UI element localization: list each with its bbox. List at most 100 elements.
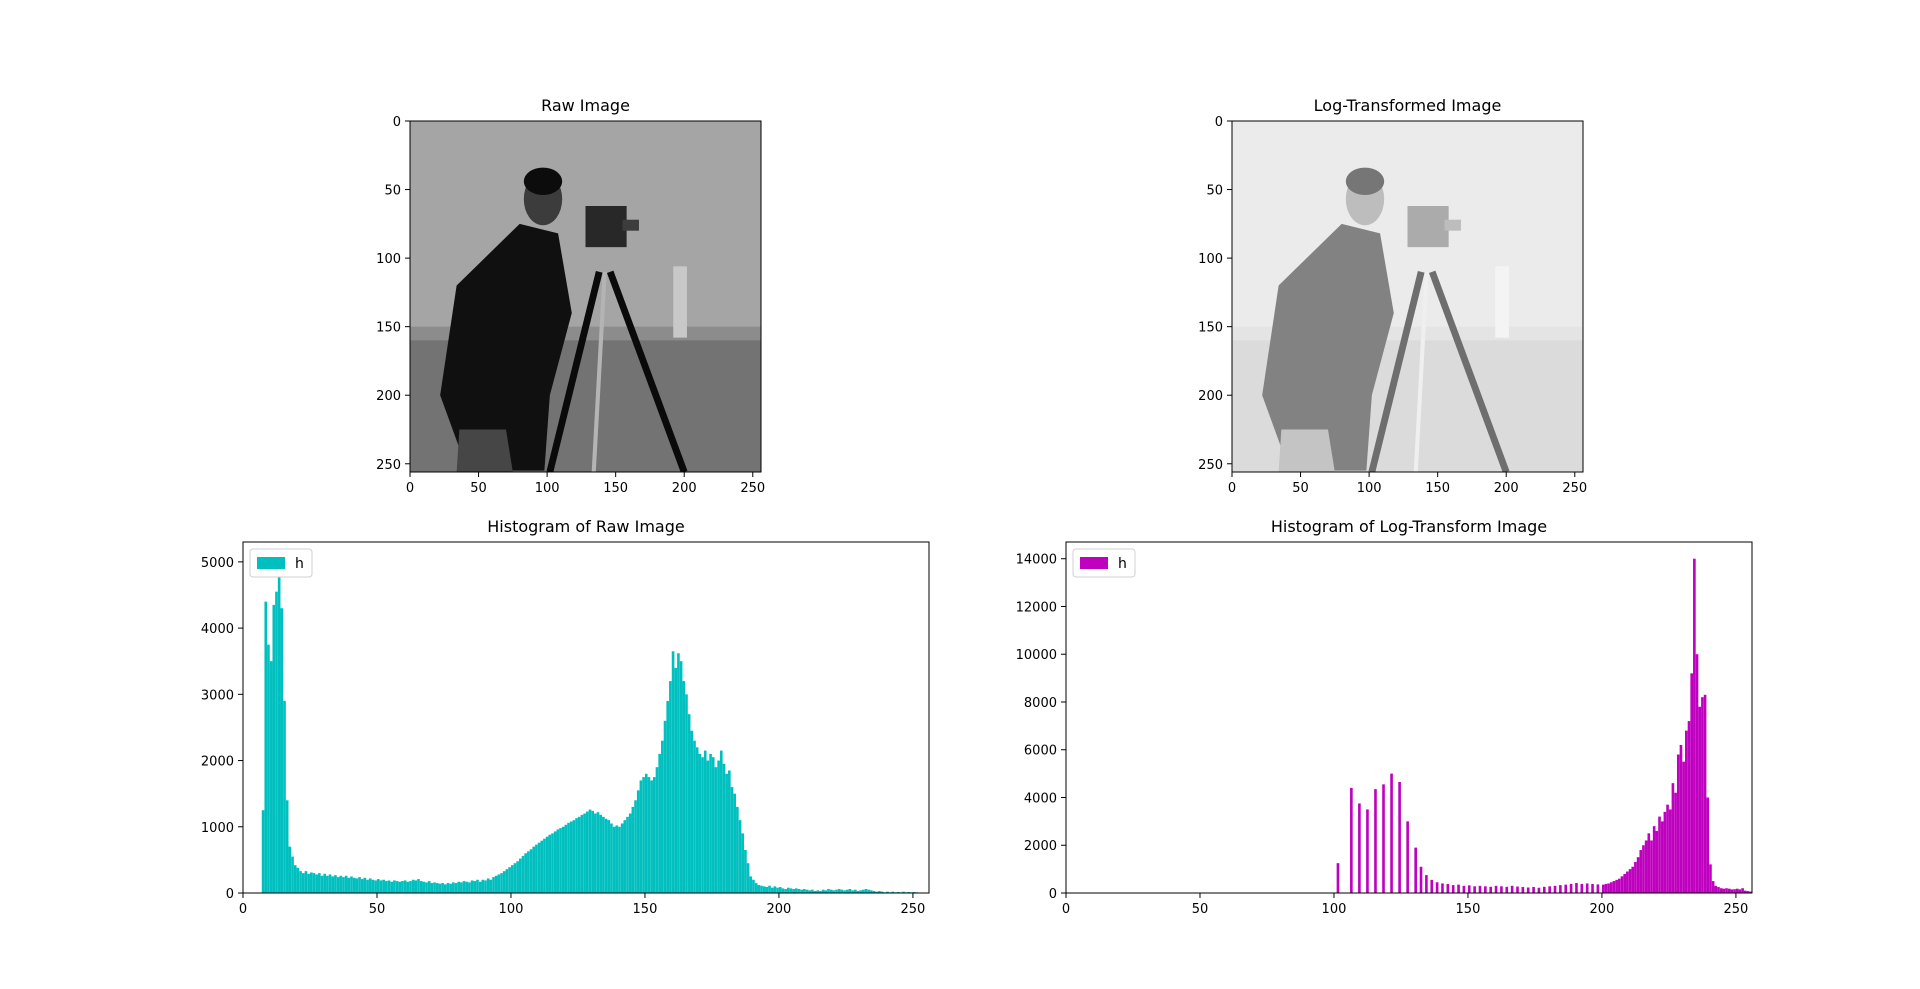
histogram-bar [296, 867, 300, 893]
histogram-bar [618, 826, 621, 893]
histogram-bar [677, 653, 680, 893]
y-tick-label: 100 [1198, 252, 1223, 267]
histogram-bar [859, 890, 862, 893]
histogram-bar [1663, 811, 1667, 893]
histogram-bar [762, 886, 766, 893]
histogram-bar [626, 816, 629, 893]
histogram-bar [1706, 797, 1710, 893]
legend-label: h [295, 556, 304, 572]
histogram-bar [1730, 889, 1734, 893]
histogram-bar [870, 890, 873, 893]
histogram-bar [368, 878, 372, 893]
histogram-bar [395, 881, 399, 893]
histogram-bar [623, 820, 627, 893]
histogram-bar [1634, 861, 1637, 893]
y-tick-label: 2000 [1024, 839, 1057, 854]
histogram-bar [658, 753, 661, 893]
histogram-bar [1698, 706, 1702, 893]
histogram-bar [730, 787, 734, 893]
log-image-title: Log-Transformed Image [1314, 96, 1502, 115]
histogram-bar [441, 883, 444, 893]
histogram-bar [580, 814, 584, 893]
camera-lens [1444, 219, 1461, 231]
histogram-bar [843, 890, 846, 893]
histogram-bar [744, 849, 747, 893]
y-tick-label: 0 [1215, 115, 1223, 130]
histogram-bar [344, 875, 348, 893]
histogram-bar [760, 885, 763, 893]
histogram-bar [1473, 886, 1476, 893]
histogram-bar [1580, 883, 1584, 893]
histogram-bar [564, 824, 568, 893]
x-tick-label: 150 [603, 481, 628, 496]
histogram-bar [1650, 840, 1653, 893]
histogram-bar [1743, 890, 1747, 893]
histogram-bar [355, 878, 359, 893]
x-tick-label: 50 [1192, 902, 1209, 917]
histogram-bar [1623, 873, 1627, 893]
histogram-bar [535, 844, 538, 893]
histogram-bar [307, 873, 310, 893]
histogram-bar [1435, 882, 1439, 893]
histogram-bar [537, 842, 541, 893]
histogram-bar [1521, 887, 1525, 893]
histogram-bar [567, 822, 570, 893]
y-tick-label: 0 [1049, 887, 1057, 902]
histogram-bar [468, 882, 471, 893]
histogram-bar [875, 891, 879, 893]
log-image-frame [1231, 120, 1584, 473]
histogram-bar [856, 891, 860, 893]
histogram-bar [452, 882, 455, 893]
y-tick-label: 12000 [1016, 600, 1057, 615]
histogram-bar [1711, 881, 1715, 893]
histogram-bar [1636, 857, 1640, 893]
x-tick-label: 250 [740, 481, 765, 496]
raw-image-frame [409, 120, 762, 473]
x-tick-label: 50 [1292, 481, 1309, 496]
histogram-bar [457, 881, 461, 893]
raw-histogram-legend: h [249, 548, 313, 578]
histogram-bar [717, 760, 720, 893]
histogram-bar [1703, 694, 1707, 893]
histogram-bar [845, 889, 849, 893]
histogram-bar [594, 813, 597, 893]
histogram-bar [695, 747, 699, 893]
histogram-bar [1350, 787, 1353, 893]
histogram-bar [1626, 871, 1629, 893]
histogram-bar [811, 889, 814, 893]
y-tick-label: 100 [376, 252, 401, 267]
camera [1407, 206, 1449, 248]
x-tick-label: 200 [767, 902, 792, 917]
y-tick-label: 0 [226, 887, 234, 902]
histogram-bar [862, 889, 865, 893]
histogram-bar [430, 883, 434, 893]
histogram-bar [867, 889, 870, 893]
histogram-bar [805, 889, 809, 893]
histogram-bar [398, 881, 402, 893]
y-tick-label: 1000 [201, 821, 234, 836]
histogram-bar [280, 608, 284, 893]
histogram-bar [1553, 885, 1557, 893]
y-tick-label: 3000 [201, 688, 234, 703]
y-tick-label: 4000 [1024, 791, 1057, 806]
histogram-bar [301, 873, 305, 893]
x-tick-label: 250 [1562, 481, 1587, 496]
histogram-bar [615, 825, 619, 893]
x-tick-label: 100 [499, 902, 524, 917]
histogram-bar [1639, 850, 1643, 893]
histogram-bar [513, 863, 517, 893]
histogram-bar [1585, 883, 1589, 893]
histogram-bar [387, 880, 391, 893]
raw-image [410, 121, 761, 472]
histogram-bar [749, 876, 753, 893]
histogram-bar [886, 891, 889, 893]
histogram-bar [1569, 883, 1573, 893]
histogram-bar [336, 877, 340, 893]
histogram-bar [829, 889, 833, 893]
histogram-bar [1609, 882, 1613, 893]
histogram-bar [706, 760, 710, 893]
histogram-bar [269, 661, 273, 893]
histogram-bar [840, 889, 844, 893]
y-tick-label: 5000 [201, 556, 234, 571]
x-tick-label: 100 [535, 481, 560, 496]
